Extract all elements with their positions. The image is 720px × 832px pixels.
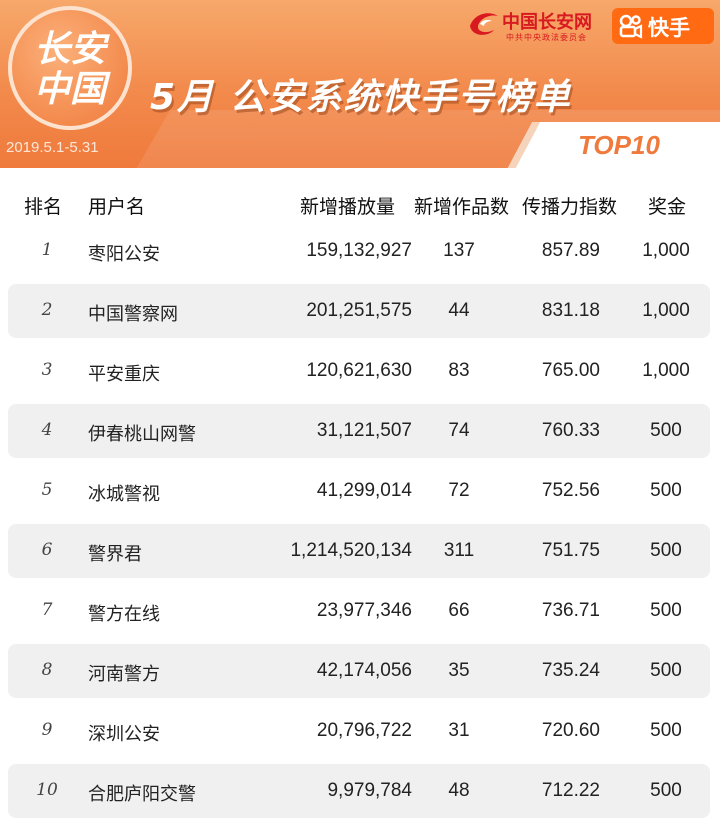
cell-works: 35 [448,660,470,681]
cell-plays: 20,796,722 [316,720,412,741]
cell-rank: 3 [41,360,53,380]
date-range: 2019.5.1-5.31 [6,139,99,156]
header-works: 新增作品数 [414,196,510,218]
cell-index: 751.75 [541,540,600,561]
cell-index: 720.60 [541,720,600,741]
cell-user: 平安重庆 [88,364,160,385]
cell-works: 311 [443,540,475,561]
cell-index: 736.71 [541,600,600,621]
cell-works: 66 [448,600,470,621]
partner-subtitle: 中共中央政法委员会 [506,33,587,42]
table-row: 4 伊春桃山网警 31,121,507 74 760.33 500 [8,404,710,458]
cell-index: 831.18 [541,300,600,321]
top10-badge: TOP10 [578,130,660,160]
table-header: 排名 用户名 新增播放量 新增作品数 传播力指数 奖金 [0,186,720,222]
cell-plays: 9,979,784 [327,780,412,801]
cell-bonus: 500 [650,720,682,741]
cell-index: 760.33 [541,420,600,441]
cell-works: 48 [448,780,470,801]
table-row: 6 警界君 1,214,520,134 311 751.75 500 [8,524,710,578]
cell-bonus: 1,000 [642,240,690,261]
cell-rank: 7 [41,600,53,620]
cell-rank: 9 [41,720,53,740]
cell-rank: 2 [41,300,53,320]
header-bonus: 奖金 [648,196,687,218]
table-row: 9 深圳公安 20,796,722 31 720.60 500 [8,704,710,758]
cell-bonus: 1,000 [642,300,690,321]
cell-rank: 6 [41,540,53,560]
cell-user: 合肥庐阳交警 [88,784,196,805]
cell-user: 枣阳公安 [88,244,160,265]
kuaishou-camera-icon [619,14,643,39]
cell-works: 137 [443,240,475,261]
chinapeace-logo: 中国长安网 中共中央政法委员会 [468,6,608,44]
chinapeace-emblem-icon [470,13,498,35]
cell-user: 警界君 [88,544,142,565]
page-title: 5月 公安系统快手号榜单 [150,77,572,118]
header-plays: 新增播放量 [300,196,396,218]
cell-index: 765.00 [541,360,600,381]
cell-bonus: 500 [650,480,682,501]
table-row: 1 枣阳公安 159,132,927 137 857.89 1,000 [8,224,710,278]
cell-user: 中国警察网 [88,304,178,325]
cell-index: 735.24 [541,660,600,681]
cell-rank: 1 [41,240,53,260]
cell-user: 伊春桃山网警 [88,424,196,445]
cell-index: 712.22 [541,780,600,801]
cell-rank: 5 [41,480,53,500]
cell-bonus: 500 [650,660,682,681]
cell-works: 72 [448,480,470,501]
table-row: 10 合肥庐阳交警 9,979,784 48 712.22 500 [8,764,710,818]
cell-user: 河南警方 [88,664,160,685]
platform-name: 快手 [648,16,690,40]
cell-works: 83 [448,360,470,381]
header-index: 传播力指数 [522,196,618,218]
changan-china-logo: 长安 中国 [8,6,132,130]
cell-works: 44 [448,300,470,321]
logo-text-line2: 中国 [33,69,106,110]
header-user: 用户名 [88,196,146,218]
table-row: 7 警方在线 23,977,346 66 736.71 500 [8,584,710,638]
cell-plays: 23,977,346 [316,600,412,621]
partner-name: 中国长安网 [502,12,592,33]
cell-bonus: 500 [650,540,682,561]
logo-text-line1: 长安 [33,29,106,70]
cell-works: 31 [448,720,470,741]
cell-plays: 42,174,056 [316,660,412,681]
cell-plays: 1,214,520,134 [290,540,412,561]
cell-plays: 31,121,507 [316,420,412,441]
cell-plays: 120,621,630 [306,360,412,381]
cell-user: 警方在线 [88,604,160,625]
header-rank: 排名 [24,196,63,218]
cell-bonus: 1,000 [642,360,690,381]
cell-bonus: 500 [650,420,682,441]
cell-plays: 41,299,014 [316,480,412,501]
cell-plays: 159,132,927 [306,240,412,261]
table-row: 5 冰城警视 41,299,014 72 752.56 500 [8,464,710,518]
cell-rank: 10 [36,780,58,800]
kuaishou-logo: 快手 [612,8,714,44]
cell-bonus: 500 [650,600,682,621]
header-banner: 长安 中国 2019.5.1-5.31 5月 公安系统快手号榜单 TOP10 中… [0,0,720,168]
cell-rank: 8 [41,660,53,680]
cell-plays: 201,251,575 [306,300,412,321]
cell-rank: 4 [41,420,53,440]
table-row: 8 河南警方 42,174,056 35 735.24 500 [8,644,710,698]
table-row: 3 平安重庆 120,621,630 83 765.00 1,000 [8,344,710,398]
cell-bonus: 500 [650,780,682,801]
cell-index: 752.56 [541,480,600,501]
cell-works: 74 [448,420,470,441]
table-row: 2 中国警察网 201,251,575 44 831.18 1,000 [8,284,710,338]
cell-user: 冰城警视 [88,484,160,505]
cell-user: 深圳公安 [88,724,160,745]
cell-index: 857.89 [541,240,600,261]
